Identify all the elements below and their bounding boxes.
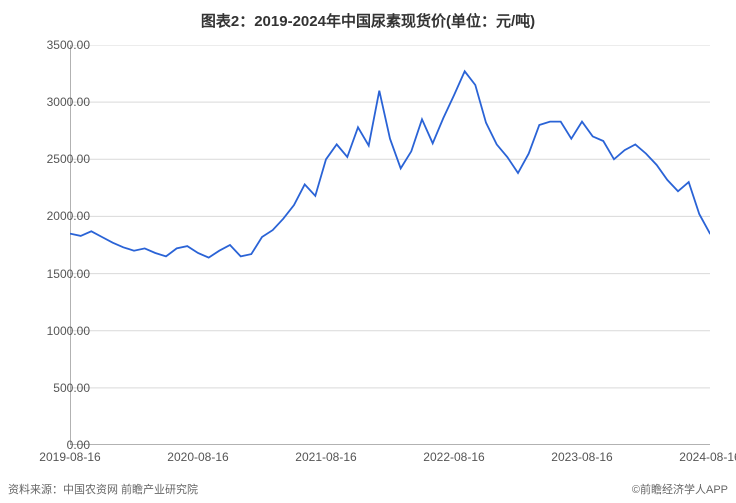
source: 资料来源：中国农资网 前瞻产业研究院 <box>8 481 198 497</box>
x-tick-label: 2022-08-16 <box>423 450 484 464</box>
y-tick-label: 2500.00 <box>30 152 90 166</box>
y-tick-label: 1500.00 <box>30 267 90 281</box>
source-text: 中国农资网 前瞻产业研究院 <box>63 484 198 496</box>
y-tick-label: 2000.00 <box>30 209 90 223</box>
chart-area <box>70 45 710 445</box>
x-tick-label: 2023-08-16 <box>551 450 612 464</box>
gridlines <box>70 45 710 445</box>
price-series-line <box>70 71 710 257</box>
x-tick-label: 2020-08-16 <box>167 450 228 464</box>
y-tick-label: 1000.00 <box>30 324 90 338</box>
y-tick-label: 3500.00 <box>30 38 90 52</box>
y-tick-label: 3000.00 <box>30 95 90 109</box>
x-tick-label: 2024-08-16 <box>679 450 736 464</box>
x-tick-label: 2021-08-16 <box>295 450 356 464</box>
source-label: 资料来源： <box>8 484 63 496</box>
chart-footer: 资料来源：中国农资网 前瞻产业研究院 ©前瞻经济学人APP <box>8 481 728 497</box>
x-tick-label: 2019-08-16 <box>39 450 100 464</box>
y-tick-label: 500.00 <box>30 381 90 395</box>
chart-svg <box>70 45 710 445</box>
watermark: ©前瞻经济学人APP <box>632 481 728 497</box>
chart-title: 图表2：2019-2024年中国尿素现货价(单位：元/吨) <box>0 0 736 31</box>
